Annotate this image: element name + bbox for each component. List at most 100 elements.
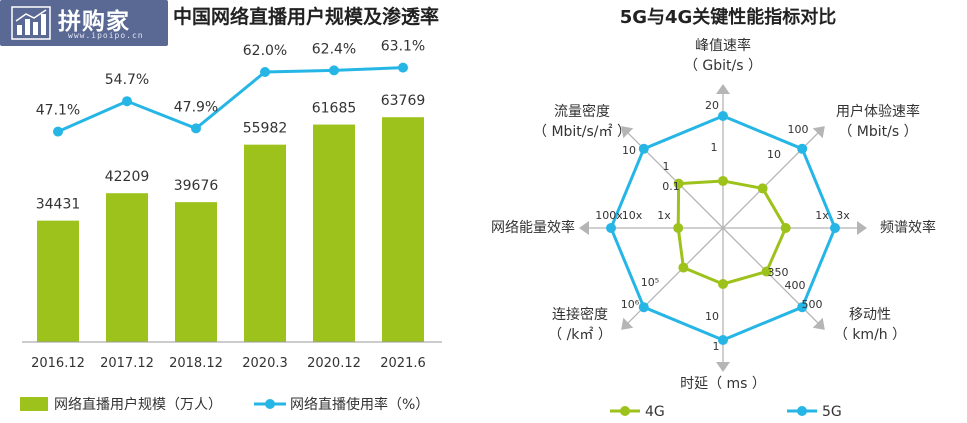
radar-scale-g4-5: 10⁵ (641, 276, 659, 289)
radar-axis-1 (722, 128, 823, 229)
legend-5g-label: 5G (822, 404, 842, 420)
radar-point-5G-2 (830, 223, 840, 233)
radar-scale-g4-1: 10 (767, 148, 781, 161)
radar-scale-g5-5: 10⁶ (621, 298, 640, 311)
radar-axis-name-4: 时延（ ms ） (680, 376, 766, 392)
bar-label-2021.6: 63769 (381, 93, 426, 109)
legend-bar-swatch (20, 397, 48, 411)
radar-point-4G-1 (757, 183, 768, 194)
watermark-brand: 拼购家 (58, 9, 130, 35)
radar-axis-name-2: 频谱效率 (880, 219, 936, 236)
left-chart: 中国网络直播用户规模及渗透率 34431 42209 39676 55982 61685… (20, 5, 442, 413)
legend-5g-marker (797, 406, 807, 416)
x-tick-2016.12: 2016.12 (31, 356, 85, 371)
x-tick-2020.12: 2020.12 (307, 356, 361, 371)
radar-axis-unit-3: （ km/h ） (834, 327, 906, 343)
radar-scale-g5-1: 100 (788, 123, 809, 136)
radar-axis-arrow-6 (579, 221, 589, 235)
radar-series (606, 111, 840, 345)
usage-rate-point-2016.12 (53, 126, 63, 137)
radar-point-4G-5 (678, 262, 689, 273)
radar-point-5G-7 (638, 143, 649, 154)
bar-2020.3 (244, 144, 286, 342)
radar-scale-g4-4: 10 (705, 310, 719, 323)
radar-axis-arrow-3 (812, 317, 825, 330)
radar-axis-arrow-4 (716, 362, 730, 372)
radar-scale-g4-6: 1x (657, 209, 671, 222)
left-legend: 网络直播用户规模（万人） 网络直播使用率（%） (20, 396, 429, 413)
radar-point-4G-7 (673, 178, 684, 189)
radar-axis-arrow-0 (716, 84, 730, 94)
radar-point-4G-2 (780, 223, 791, 233)
radar-scale-g4-7: 0.1 (662, 180, 680, 193)
radar-axis-unit-1: （ Mbit/s ） (838, 124, 917, 140)
legend-4g-marker (620, 406, 630, 416)
x-tick-labels: 2016.12 2017.12 2018.12 2020.3 2020.12 2021.6 (31, 356, 426, 371)
usage-rate-label-2017.12: 54.7% (105, 72, 149, 88)
radar-point-5G-3 (797, 302, 808, 313)
radar-axis-name-5: 连接密度 (552, 306, 608, 323)
legend-line-label: 网络直播使用率（%） (290, 396, 429, 413)
bar-label-2016.12: 34431 (36, 197, 81, 213)
radar-axis-name-0: 峰值速率 (695, 37, 751, 54)
radar-scale-g4-3: 350 (768, 266, 789, 279)
usage-rate-point-2018.12 (191, 123, 201, 134)
usage-rate-point-2017.12 (122, 96, 132, 107)
bar-label-2020.3: 55982 (243, 121, 288, 137)
radar-axis-unit-0: （ Gbit/s ） (684, 58, 762, 74)
usage-rate-label-2016.12: 47.1% (36, 103, 80, 119)
bar-label-2018.12: 39676 (174, 178, 219, 194)
chart-icon (11, 6, 51, 40)
radar-point-4G-4 (718, 279, 728, 289)
radar-scale-g5-3: 500 (802, 298, 823, 311)
bar-series (37, 117, 424, 343)
radar-point-4G-6 (673, 223, 684, 233)
radar-point-5G-5 (638, 302, 649, 313)
radar-point-4G-0 (718, 175, 728, 186)
radar-axis-arrow-5 (621, 317, 634, 330)
usage-rate-line (57, 66, 404, 133)
line-value-labels: 47.1% 54.7% 47.9% 62.0% 62.4% 63.1% (36, 39, 425, 119)
radar-axis-name-3: 移动性 (849, 307, 891, 323)
radar-axis-name-6: 网络能量效率 (491, 219, 575, 236)
radar-scale-g4-0: 1 (711, 141, 718, 154)
bar-value-labels: 34431 42209 39676 55982 61685 63769 (36, 93, 426, 212)
x-tick-2020.3: 2020.3 (242, 356, 288, 371)
x-tick-2017.12: 2017.12 (100, 356, 154, 371)
right-legend: 4G 5G (610, 404, 842, 420)
radar-scale-g4-2: 1x (815, 209, 829, 222)
bar-label-2020.12: 61685 (312, 101, 357, 117)
radar-axis-unit-7: （ Mbit/s/㎡ ） (533, 124, 631, 140)
radar-point-5G-0 (718, 111, 728, 121)
radar-point-4G-3 (761, 266, 772, 277)
radar-point-5G-4 (718, 335, 728, 345)
right-chart: 5G与4G关键性能指标对比 峰值速率 （ Gbit/s ） 用户体验速率 （ Mbit… (491, 6, 936, 420)
x-tick-2021.6: 2021.6 (380, 356, 426, 371)
bar-2018.12 (175, 202, 217, 342)
bar-label-2017.12: 42209 (105, 169, 150, 185)
x-tick-2018.12: 2018.12 (169, 356, 223, 371)
radar-scale-g5-2: 3x (836, 209, 850, 222)
bar-2020.12 (313, 124, 355, 343)
usage-rate-label-2020.12: 62.4% (312, 41, 356, 57)
radar-scale-mid-6: 10x (622, 209, 643, 222)
bar-2021.6 (382, 117, 424, 343)
line-series (53, 62, 408, 137)
legend-4g-label: 4G (645, 404, 665, 420)
radar-scale-g5-7: 10 (622, 144, 636, 157)
bar-2016.12 (37, 220, 79, 342)
right-chart-title: 5G与4G关键性能指标对比 (620, 6, 837, 28)
usage-rate-point-2020.12 (329, 65, 339, 76)
radar-scale-g5-0: 20 (705, 99, 719, 112)
radar-scale-g5-6: 100x (595, 209, 623, 222)
usage-rate-point-2020.3 (260, 67, 270, 77)
radar-axis-arrow-2 (857, 221, 867, 235)
radar-axis-unit-5: （ /k㎡ ） (548, 327, 612, 343)
legend-bar-label: 网络直播用户规模（万人） (54, 396, 222, 413)
usage-rate-label-2018.12: 47.9% (174, 99, 218, 115)
radar-scale-mid-7: 1 (663, 160, 670, 173)
watermark-url: www.ipoipo.cn (68, 31, 144, 40)
usage-rate-label-2020.3: 62.0% (243, 43, 287, 59)
